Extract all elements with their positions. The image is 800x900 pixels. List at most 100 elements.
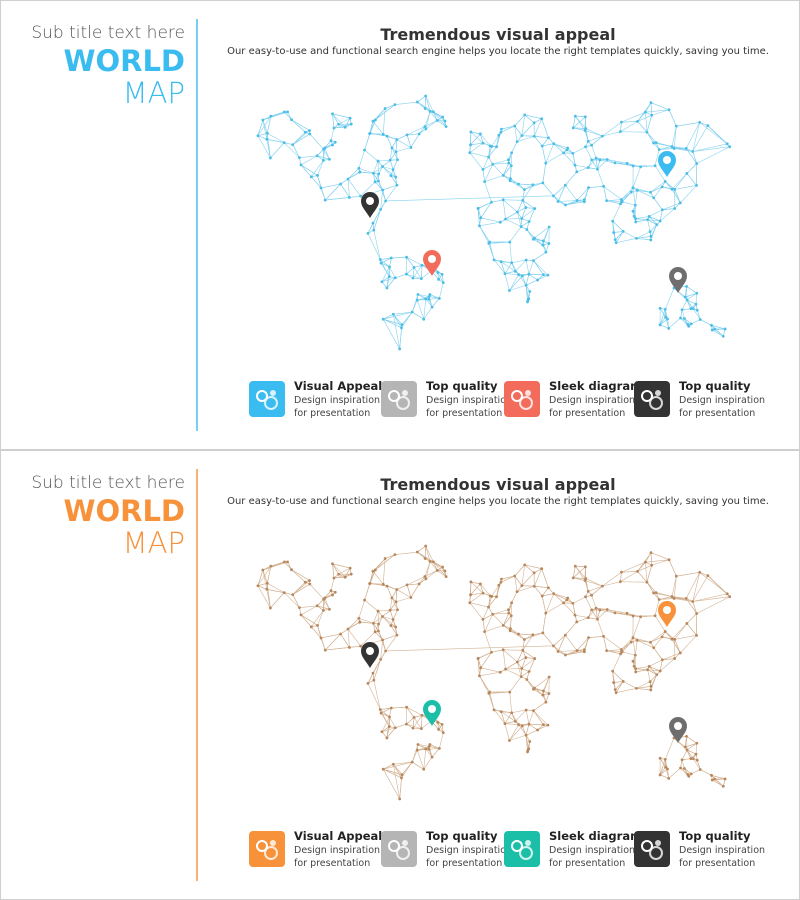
map-link <box>518 633 533 636</box>
map-node <box>571 601 575 605</box>
map-link <box>649 216 658 225</box>
map-link <box>489 691 495 710</box>
map-link <box>686 163 697 174</box>
map-link <box>686 749 692 759</box>
map-link <box>526 679 535 689</box>
map-pin-icon[interactable] <box>361 642 379 668</box>
map-node <box>498 220 502 224</box>
map-link <box>699 122 708 126</box>
map-link <box>469 152 484 170</box>
map-pin-icon[interactable] <box>423 700 441 726</box>
map-link <box>338 117 351 125</box>
map-link <box>526 229 535 239</box>
map-link <box>382 166 392 176</box>
map-link <box>510 615 512 629</box>
map-node <box>431 110 435 114</box>
map-node <box>256 134 260 138</box>
map-link <box>417 545 426 553</box>
map-link <box>612 653 621 672</box>
map-link <box>382 609 391 617</box>
map-node <box>384 199 388 203</box>
map-pin-icon[interactable] <box>669 267 687 293</box>
map-link <box>686 736 698 744</box>
map-node <box>436 721 440 724</box>
map-link <box>292 133 310 145</box>
map-link <box>637 571 648 583</box>
map-node <box>658 669 662 673</box>
map-node <box>695 162 699 165</box>
map-link <box>325 633 341 651</box>
map-link <box>484 625 504 632</box>
map-link <box>522 184 534 201</box>
map-link <box>340 183 350 198</box>
map-link <box>614 612 634 617</box>
map-link <box>417 551 434 563</box>
map-node <box>685 284 688 288</box>
map-node <box>481 141 485 145</box>
map-node <box>536 278 539 282</box>
map-link <box>332 563 346 578</box>
map-node <box>437 728 440 731</box>
map-node <box>629 640 633 644</box>
map-link <box>395 147 411 153</box>
map-node <box>650 563 654 567</box>
map-link <box>686 736 688 750</box>
map-pin-icon[interactable] <box>669 717 687 743</box>
map-link <box>369 583 384 585</box>
map-node <box>478 582 482 586</box>
map-node <box>552 644 555 648</box>
map-pin-icon[interactable] <box>658 601 676 627</box>
map-node <box>541 631 545 635</box>
map-node <box>678 201 682 205</box>
map-node <box>547 225 551 229</box>
map-node <box>685 298 689 302</box>
map-node <box>308 579 311 582</box>
map-node <box>383 557 387 560</box>
map-link <box>493 259 506 274</box>
map-link <box>266 138 285 143</box>
map-node <box>309 625 313 629</box>
map-link <box>612 221 616 240</box>
map-node <box>389 706 393 710</box>
map-link <box>591 135 603 146</box>
map-pin-icon[interactable] <box>361 192 379 218</box>
map-link <box>662 658 675 661</box>
map-pin-icon[interactable] <box>658 151 676 177</box>
map-link <box>385 184 398 202</box>
map-node <box>521 198 525 202</box>
map-link <box>380 200 386 210</box>
map-node <box>428 293 432 296</box>
map-node <box>694 752 698 756</box>
map-link <box>488 595 491 608</box>
map-link <box>572 146 586 154</box>
map-node <box>373 180 377 184</box>
map-node <box>583 579 587 582</box>
map-link <box>317 155 330 160</box>
map-link <box>505 211 518 220</box>
map-node <box>391 618 395 621</box>
map-pin-icon[interactable] <box>423 250 441 276</box>
map-link <box>270 592 285 609</box>
map-node <box>385 286 389 290</box>
map-node <box>620 570 623 574</box>
map-link <box>599 159 616 164</box>
map-link <box>565 185 578 201</box>
map-node <box>441 565 444 569</box>
map-node <box>423 575 427 578</box>
map-link <box>372 554 396 572</box>
map-node <box>541 693 545 697</box>
map-link <box>505 218 522 220</box>
map-link <box>299 155 318 158</box>
map-link <box>637 114 652 122</box>
map-node <box>393 103 397 107</box>
map-link <box>382 616 392 626</box>
map-node <box>424 747 428 751</box>
map-node <box>394 175 398 179</box>
map-node <box>527 747 531 751</box>
map-link <box>621 637 634 650</box>
map-link <box>424 561 431 577</box>
map-node <box>710 328 714 332</box>
map-node <box>499 130 503 134</box>
map-link <box>606 650 622 652</box>
map-node <box>308 132 312 136</box>
